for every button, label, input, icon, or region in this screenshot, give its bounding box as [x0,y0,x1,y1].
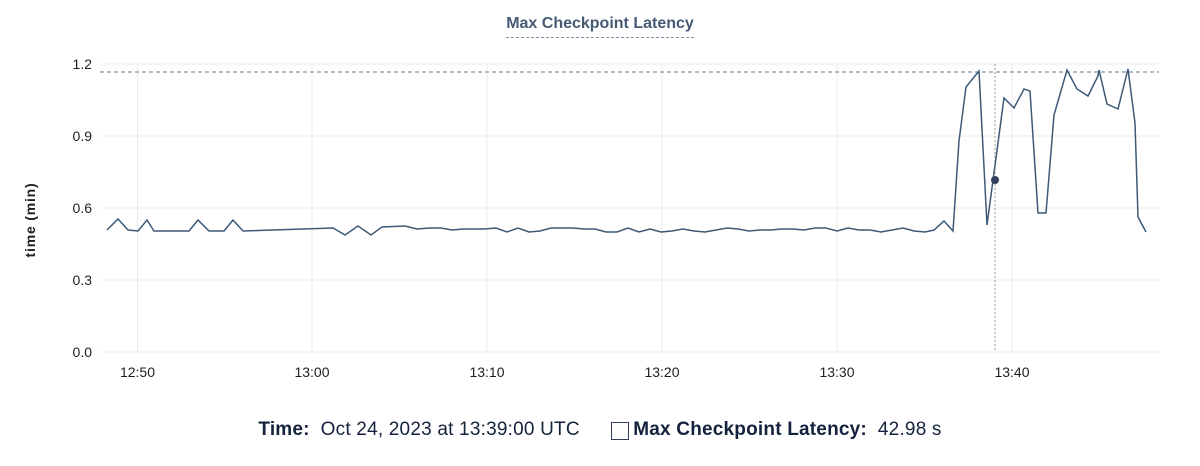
svg-text:13:30: 13:30 [819,364,854,380]
svg-text:1.2: 1.2 [73,56,93,72]
svg-text:13:10: 13:10 [469,364,504,380]
svg-text:0.9: 0.9 [73,128,93,144]
svg-text:0.6: 0.6 [73,200,93,216]
svg-text:13:40: 13:40 [994,364,1029,380]
svg-text:13:00: 13:00 [294,364,329,380]
svg-text:12:50: 12:50 [120,364,155,380]
svg-text:0.3: 0.3 [73,272,93,288]
svg-text:0.0: 0.0 [73,344,93,360]
svg-text:13:20: 13:20 [644,364,679,380]
